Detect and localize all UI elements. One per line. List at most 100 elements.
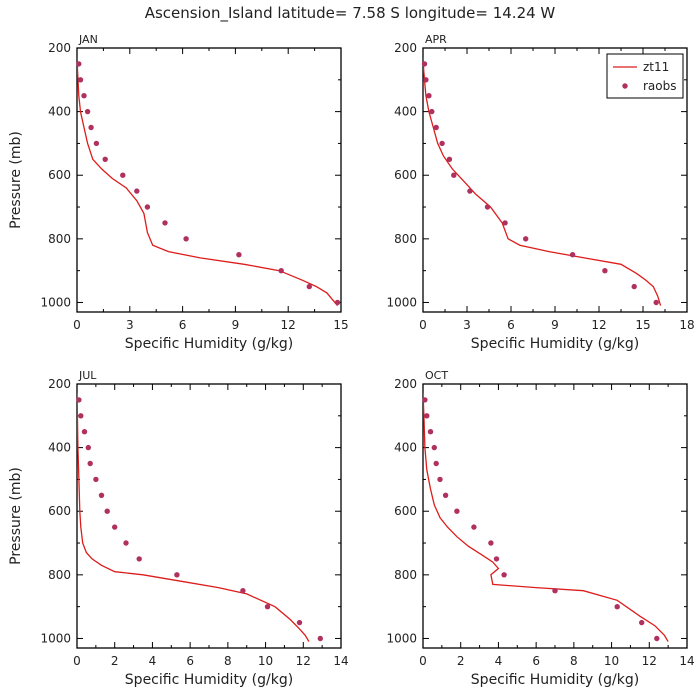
data-point-raobs-oct — [639, 619, 645, 626]
x-tick-label-jul-7: 14 — [333, 654, 348, 668]
plot-frame-oct — [422, 383, 688, 649]
data-point-raobs-oct — [437, 476, 443, 483]
series-line-zt11-jul — [77, 393, 310, 642]
data-point-raobs-apr — [631, 283, 637, 290]
data-point-raobs-jan — [102, 156, 108, 162]
y-tick-label-jan-1: 400 — [48, 105, 71, 119]
data-point-raobs-apr — [467, 188, 473, 194]
data-point-raobs-oct — [442, 492, 449, 498]
legend: zt11 raobs — [606, 53, 684, 99]
x-axis-title-jul: Specific Humidity (g/kg) — [125, 672, 293, 688]
series-line-zt11-jan — [77, 57, 338, 307]
data-point-raobs-apr — [423, 77, 429, 83]
data-point-raobs-jan — [334, 299, 341, 306]
data-point-raobs-apr — [451, 172, 457, 178]
data-point-raobs-jul — [296, 619, 303, 626]
data-point-raobs-apr — [446, 156, 453, 162]
panel-jul: JUL 0 2 4 6 8 10 12 14 200 400 600 800 1000 Specific H… — [8, 369, 349, 688]
x-tick-label-jul-3: 6 — [186, 654, 194, 668]
x-tick-label-jan-4: 12 — [281, 318, 296, 332]
panel-jan: JAN 0 3 6 9 12 15 200 400 600 800 1000 Specific Humi… — [8, 33, 349, 352]
data-point-raobs-jul — [174, 572, 180, 578]
plot-frame-jul — [76, 383, 342, 649]
x-tick-label-jan-2: 6 — [179, 318, 187, 332]
x-tick-label-oct-2: 4 — [495, 654, 503, 668]
x-axis-title-jan: Specific Humidity (g/kg) — [125, 336, 293, 352]
x-tick-label-jan-3: 9 — [232, 318, 240, 332]
x-tick-label-apr-1: 3 — [463, 318, 471, 332]
figure-title: Ascension_Island latitude= 7.58 S longit… — [145, 4, 556, 23]
data-point-raobs-jul — [264, 604, 271, 610]
x-tick-label-oct-5: 10 — [604, 654, 619, 668]
y-tick-label-jul-3: 800 — [48, 568, 71, 582]
data-point-raobs-apr — [433, 124, 439, 131]
y-tick-label-oct-2: 600 — [394, 504, 417, 518]
panel-label-oct: OCT — [425, 369, 448, 382]
data-point-raobs-apr — [602, 268, 608, 274]
data-point-raobs-apr — [653, 299, 659, 306]
x-tick-label-apr-2: 6 — [507, 318, 515, 332]
panel-label-apr: APR — [425, 33, 447, 46]
data-point-raobs-jan — [134, 188, 140, 194]
y-tick-label-jul-0: 200 — [48, 377, 71, 391]
data-point-raobs-jan — [93, 140, 100, 147]
x-tick-label-jul-0: 0 — [73, 654, 81, 668]
x-tick-label-apr-6: 18 — [679, 318, 694, 332]
data-point-raobs-jul — [136, 556, 142, 562]
plot-frame-jan — [76, 47, 342, 313]
y-tick-label-apr-2: 600 — [394, 168, 417, 182]
legend-box — [606, 53, 684, 99]
y-tick-label-jan-4: 1000 — [40, 295, 71, 309]
panel-label-jan: JAN — [78, 33, 98, 46]
panel-apr: APR 0 3 6 9 12 15 18 200 400 600 800 1000 Specific Hu… — [386, 33, 694, 352]
data-point-raobs-jul — [76, 397, 82, 403]
y-tick-label-jan-2: 600 — [48, 168, 71, 182]
data-point-raobs-jul — [81, 429, 88, 435]
legend-swatch-marker — [622, 83, 628, 89]
x-tick-label-jul-4: 8 — [224, 654, 232, 668]
data-point-raobs-jan — [120, 172, 126, 178]
data-point-raobs-jul — [317, 635, 323, 642]
data-point-raobs-apr — [426, 93, 432, 99]
y-tick-label-apr-3: 800 — [394, 232, 417, 246]
data-point-raobs-jan — [84, 108, 91, 115]
y-tick-label-jul-4: 1000 — [40, 631, 71, 645]
data-point-raobs-jan — [278, 268, 284, 274]
x-tick-label-jul-2: 4 — [149, 654, 157, 668]
y-tick-label-jan-3: 800 — [48, 232, 71, 246]
y-tick-label-jul-2: 600 — [48, 504, 71, 518]
panel-oct: OCT 0 2 4 6 8 10 12 14 200 400 600 800 1000 Specific H… — [386, 369, 694, 688]
data-point-raobs-apr — [484, 204, 491, 210]
series-line-zt11-oct — [423, 393, 669, 642]
data-point-raobs-oct — [654, 635, 660, 642]
data-point-raobs-jul — [240, 588, 246, 594]
data-point-raobs-oct — [614, 604, 620, 610]
data-point-raobs-jul — [78, 413, 84, 419]
y-tick-label-apr-4: 1000 — [386, 295, 417, 309]
x-tick-label-jan-0: 0 — [73, 318, 81, 332]
data-point-raobs-jan — [162, 220, 168, 226]
x-axis-title-oct: Specific Humidity (g/kg) — [471, 672, 639, 688]
data-point-raobs-jul — [123, 540, 129, 546]
data-point-raobs-jul — [104, 508, 110, 514]
x-tick-label-jul-1: 2 — [111, 654, 119, 668]
data-point-raobs-jul — [98, 492, 105, 498]
data-point-raobs-jul — [93, 476, 99, 483]
data-point-raobs-oct — [431, 444, 437, 451]
data-point-raobs-apr — [502, 220, 508, 226]
y-axis-title-jan: Pressure (mb) — [8, 131, 24, 229]
data-point-raobs-apr — [523, 236, 529, 242]
x-tick-label-jan-1: 3 — [126, 318, 134, 332]
data-point-raobs-jan — [76, 61, 82, 67]
x-tick-label-apr-4: 12 — [591, 318, 606, 332]
data-point-raobs-oct — [424, 413, 430, 419]
panel-label-jul: JUL — [78, 369, 97, 382]
x-tick-label-oct-4: 8 — [570, 654, 578, 668]
data-point-raobs-jan — [77, 77, 84, 83]
series-line-zt11-apr — [423, 57, 662, 306]
data-point-raobs-oct — [493, 556, 500, 562]
y-tick-label-jul-1: 400 — [48, 441, 71, 455]
x-tick-label-oct-7: 14 — [679, 654, 694, 668]
data-point-raobs-jan — [144, 204, 151, 210]
